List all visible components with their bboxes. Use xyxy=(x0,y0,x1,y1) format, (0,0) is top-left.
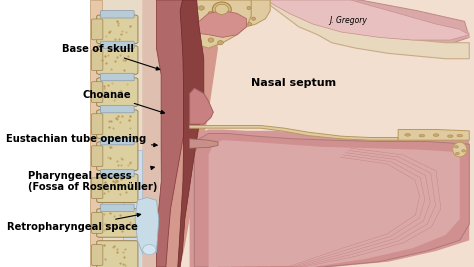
Polygon shape xyxy=(246,0,469,59)
Polygon shape xyxy=(265,0,469,40)
Polygon shape xyxy=(190,125,398,140)
Polygon shape xyxy=(265,0,469,40)
FancyBboxPatch shape xyxy=(100,41,134,49)
Ellipse shape xyxy=(405,134,410,136)
Polygon shape xyxy=(90,0,474,267)
Ellipse shape xyxy=(455,146,458,148)
Ellipse shape xyxy=(215,4,228,14)
Polygon shape xyxy=(190,11,246,37)
Polygon shape xyxy=(142,0,161,267)
FancyBboxPatch shape xyxy=(100,73,134,81)
Polygon shape xyxy=(398,129,469,140)
Ellipse shape xyxy=(143,245,156,255)
FancyBboxPatch shape xyxy=(97,142,138,171)
Polygon shape xyxy=(190,139,218,148)
Ellipse shape xyxy=(447,135,453,138)
Text: J. Gregory: J. Gregory xyxy=(329,15,367,25)
FancyBboxPatch shape xyxy=(91,114,103,135)
Polygon shape xyxy=(95,0,142,267)
Ellipse shape xyxy=(453,142,467,157)
Ellipse shape xyxy=(419,134,425,137)
Ellipse shape xyxy=(457,134,463,137)
Ellipse shape xyxy=(218,41,223,45)
FancyBboxPatch shape xyxy=(91,245,103,265)
Ellipse shape xyxy=(252,17,255,20)
Ellipse shape xyxy=(208,38,214,42)
FancyBboxPatch shape xyxy=(91,146,103,167)
FancyBboxPatch shape xyxy=(100,170,134,177)
Polygon shape xyxy=(156,0,218,267)
Polygon shape xyxy=(190,88,213,124)
FancyBboxPatch shape xyxy=(100,204,134,211)
FancyBboxPatch shape xyxy=(97,174,138,203)
Ellipse shape xyxy=(456,152,459,155)
Polygon shape xyxy=(237,0,270,27)
Polygon shape xyxy=(90,0,102,267)
Polygon shape xyxy=(190,0,251,48)
FancyBboxPatch shape xyxy=(100,10,134,18)
Polygon shape xyxy=(156,0,190,267)
Text: Nasal septum: Nasal septum xyxy=(251,78,337,88)
Polygon shape xyxy=(194,134,469,267)
Text: Pharyngeal recess
(Fossa of Rosenmüller): Pharyngeal recess (Fossa of Rosenmüller) xyxy=(28,166,158,192)
Polygon shape xyxy=(135,198,159,252)
FancyBboxPatch shape xyxy=(97,110,138,138)
Polygon shape xyxy=(0,0,90,267)
Text: Base of skull: Base of skull xyxy=(62,44,160,70)
FancyBboxPatch shape xyxy=(97,46,138,74)
Text: Choanae: Choanae xyxy=(83,90,164,114)
Ellipse shape xyxy=(208,11,214,15)
Ellipse shape xyxy=(247,6,251,10)
Text: Eustachian tube opening: Eustachian tube opening xyxy=(6,134,157,147)
Ellipse shape xyxy=(213,27,219,32)
FancyBboxPatch shape xyxy=(97,209,138,237)
FancyBboxPatch shape xyxy=(91,19,103,40)
Ellipse shape xyxy=(199,6,204,10)
FancyBboxPatch shape xyxy=(91,178,103,199)
Polygon shape xyxy=(190,129,469,267)
Polygon shape xyxy=(261,0,469,48)
Polygon shape xyxy=(123,150,142,254)
Ellipse shape xyxy=(218,9,223,13)
Ellipse shape xyxy=(203,22,209,26)
Text: Retropharyngeal space: Retropharyngeal space xyxy=(7,213,141,233)
FancyBboxPatch shape xyxy=(97,78,138,106)
Polygon shape xyxy=(123,251,142,267)
Polygon shape xyxy=(178,0,204,267)
FancyBboxPatch shape xyxy=(97,241,138,267)
Ellipse shape xyxy=(212,2,231,17)
Ellipse shape xyxy=(222,25,228,29)
FancyBboxPatch shape xyxy=(100,105,134,113)
Ellipse shape xyxy=(433,134,439,136)
Polygon shape xyxy=(209,140,460,267)
Ellipse shape xyxy=(462,150,465,152)
FancyBboxPatch shape xyxy=(91,82,103,103)
FancyBboxPatch shape xyxy=(91,213,103,233)
FancyBboxPatch shape xyxy=(91,50,103,70)
Ellipse shape xyxy=(248,22,252,26)
FancyBboxPatch shape xyxy=(100,138,134,145)
FancyBboxPatch shape xyxy=(97,15,138,44)
